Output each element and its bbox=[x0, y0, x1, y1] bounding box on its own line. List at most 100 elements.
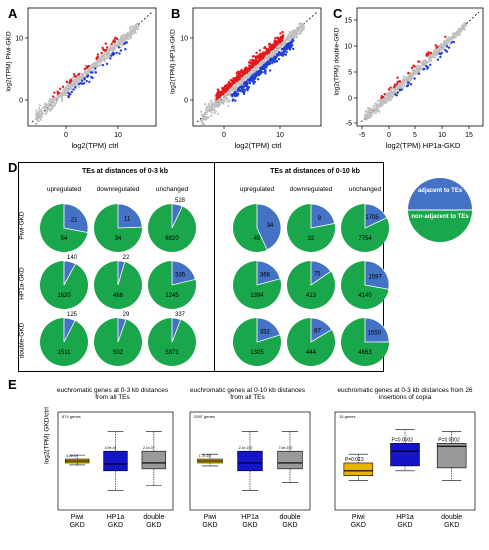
pie-adjacent-value: 22 bbox=[123, 255, 130, 261]
y-tick-label: 0 bbox=[348, 96, 352, 103]
plot3-title: euchromatic genes at 0-3 kb distances fr… bbox=[337, 387, 473, 402]
y-tick-label: 5 bbox=[348, 70, 352, 77]
pie-nonadjacent-value: 466 bbox=[113, 293, 124, 299]
box bbox=[237, 450, 263, 472]
box bbox=[436, 443, 467, 469]
panel-letter-e: E bbox=[8, 377, 17, 392]
x-tick-label: 10 bbox=[438, 132, 446, 139]
group-label: GKD bbox=[146, 522, 161, 529]
pie-chart: 528 6920 bbox=[148, 198, 196, 252]
y-tick-label: 10 bbox=[344, 44, 352, 51]
panel-d-divider bbox=[214, 162, 215, 372]
pie-chart: 366 1394 bbox=[233, 260, 281, 309]
pie-nonadjacent-value: 502 bbox=[113, 350, 124, 356]
plot-note: 15 genes bbox=[339, 414, 355, 419]
x-tick-label: 10 bbox=[276, 132, 284, 139]
y-tick-label: 15 bbox=[344, 18, 352, 25]
group-label: GKD bbox=[282, 522, 297, 529]
panel-letter-c: C bbox=[333, 6, 343, 21]
group-label: GKD bbox=[108, 522, 123, 529]
y-tick-label: 10 bbox=[15, 36, 23, 43]
boxplot: 15 genesP=0.013PiwiGKDP=0.0002HP1aGKDP=0… bbox=[334, 411, 476, 529]
pie-chart: 87 444 bbox=[287, 317, 335, 366]
pie-adjacent-value: 337 bbox=[175, 312, 186, 318]
box bbox=[141, 450, 167, 470]
pie-adjacent-value: 87 bbox=[314, 329, 321, 335]
legend-pie bbox=[408, 178, 472, 242]
pie-chart: 1597 4140 bbox=[341, 260, 390, 309]
p-value: 4.2e-07 bbox=[66, 454, 78, 458]
panel-b-xlabel: log2(TPM) ctrl bbox=[234, 141, 282, 150]
group-label: HP1a bbox=[241, 514, 259, 521]
group-label: GKD bbox=[397, 522, 412, 529]
group-label: HP1a bbox=[107, 514, 125, 521]
pie-nonadjacent-value: 54 bbox=[61, 236, 68, 242]
col-header: upregulated bbox=[239, 186, 275, 193]
pie-nonadjacent-value: 6920 bbox=[165, 236, 179, 242]
x-tick-label: 0 bbox=[222, 132, 226, 139]
pie-nonadjacent-value: 4663 bbox=[358, 350, 372, 356]
pie-chart: 29 502 bbox=[94, 312, 142, 366]
p-value: P=0.0002 bbox=[438, 437, 460, 443]
pie-adjacent-value: 29 bbox=[123, 312, 130, 318]
panel-c-xlabel: log2(TPM) HP1a-GKD bbox=[385, 141, 461, 150]
p-value: P=0.0002 bbox=[392, 437, 414, 443]
group-label: GKD bbox=[351, 522, 366, 529]
pie-adjacent-value: 528 bbox=[175, 198, 186, 204]
x-tick-label: 0 bbox=[387, 132, 391, 139]
pie-nonadjacent-value: 1620 bbox=[57, 293, 71, 299]
panel-letter-d: D bbox=[8, 160, 18, 175]
x-tick-label: -5 bbox=[359, 132, 365, 139]
pie-nonadjacent-value: 7754 bbox=[358, 236, 372, 242]
scatter-c: 15 10 5 0 -5 -5 0 5 10 15 bbox=[344, 7, 484, 139]
pie-chart: 140 1620 bbox=[40, 255, 88, 309]
pie-nonadjacent-value: 1511 bbox=[58, 350, 72, 356]
pie-nonadjacent-value: 32 bbox=[308, 236, 315, 242]
box bbox=[103, 450, 128, 472]
plot1-title: euchromatic genes at 0-3 kb distances fr… bbox=[56, 387, 169, 402]
y-tick-label: -5 bbox=[346, 121, 352, 128]
pie-adjacent-value: 140 bbox=[67, 255, 78, 261]
group-label: GKD bbox=[444, 522, 459, 529]
col-header: unchanged bbox=[155, 186, 189, 193]
pie-nonadjacent-value: 34 bbox=[115, 236, 122, 242]
box bbox=[390, 443, 420, 467]
x-tick-label: 10 bbox=[114, 132, 122, 139]
x-tick-label: 0 bbox=[64, 132, 68, 139]
pie-chart: 337 5371 bbox=[148, 312, 196, 366]
group-label: GKD bbox=[242, 522, 257, 529]
y-tick-label: 10 bbox=[180, 36, 188, 43]
box bbox=[277, 450, 303, 470]
p-value: 2.1e-07 bbox=[143, 446, 155, 450]
pie-chart: 22 466 bbox=[94, 255, 142, 309]
pie-adjacent-value: 332 bbox=[260, 329, 271, 335]
pie-adjacent-value: 75 bbox=[314, 271, 321, 277]
pie-nonadjacent-value: 413 bbox=[306, 293, 317, 299]
group-label: Piwi bbox=[352, 514, 365, 521]
pie-chart: 1705 7754 bbox=[341, 203, 389, 252]
pie-adjacent-value: 125 bbox=[67, 312, 78, 318]
panel-d-frame bbox=[18, 162, 384, 372]
col-header: downregulated bbox=[96, 186, 140, 193]
pie-adjacent-value: 1705 bbox=[365, 215, 379, 221]
panel-letter-a: A bbox=[8, 6, 18, 21]
pie-adjacent-value: 9 bbox=[318, 216, 322, 222]
pie-adjacent-value: 11 bbox=[124, 217, 131, 223]
boxplot: 2097 genes1.7e-16PiwiGKD2.1e-102HP1aGKD7… bbox=[189, 411, 311, 529]
pie-adjacent-value: 335 bbox=[175, 273, 186, 279]
group-label: HP1a bbox=[396, 514, 414, 521]
x-tick-label: 5 bbox=[413, 132, 417, 139]
p-value: P=0.013 bbox=[345, 457, 364, 463]
scatter-panels: 10 0 0 10 10 0 0 10 15 10 5 0 -5 -5 0 5 10 15 bbox=[15, 7, 484, 139]
legend-adjacent: adjacent to TEs bbox=[417, 188, 463, 194]
group1-title: TEs at distances of 0-3 kb bbox=[82, 168, 168, 175]
pie-chart: 34 45 bbox=[233, 203, 282, 252]
pie-chart: 21 54 bbox=[40, 203, 89, 252]
y-tick-label: 0 bbox=[19, 98, 23, 105]
pie-chart: 1550 4663 bbox=[341, 317, 390, 366]
p-value: 7.6e-102 bbox=[279, 446, 293, 450]
pie-chart: 75 413 bbox=[287, 260, 335, 309]
col-header: upregulated bbox=[46, 186, 82, 193]
scatter-a: 10 0 0 10 bbox=[15, 7, 157, 139]
